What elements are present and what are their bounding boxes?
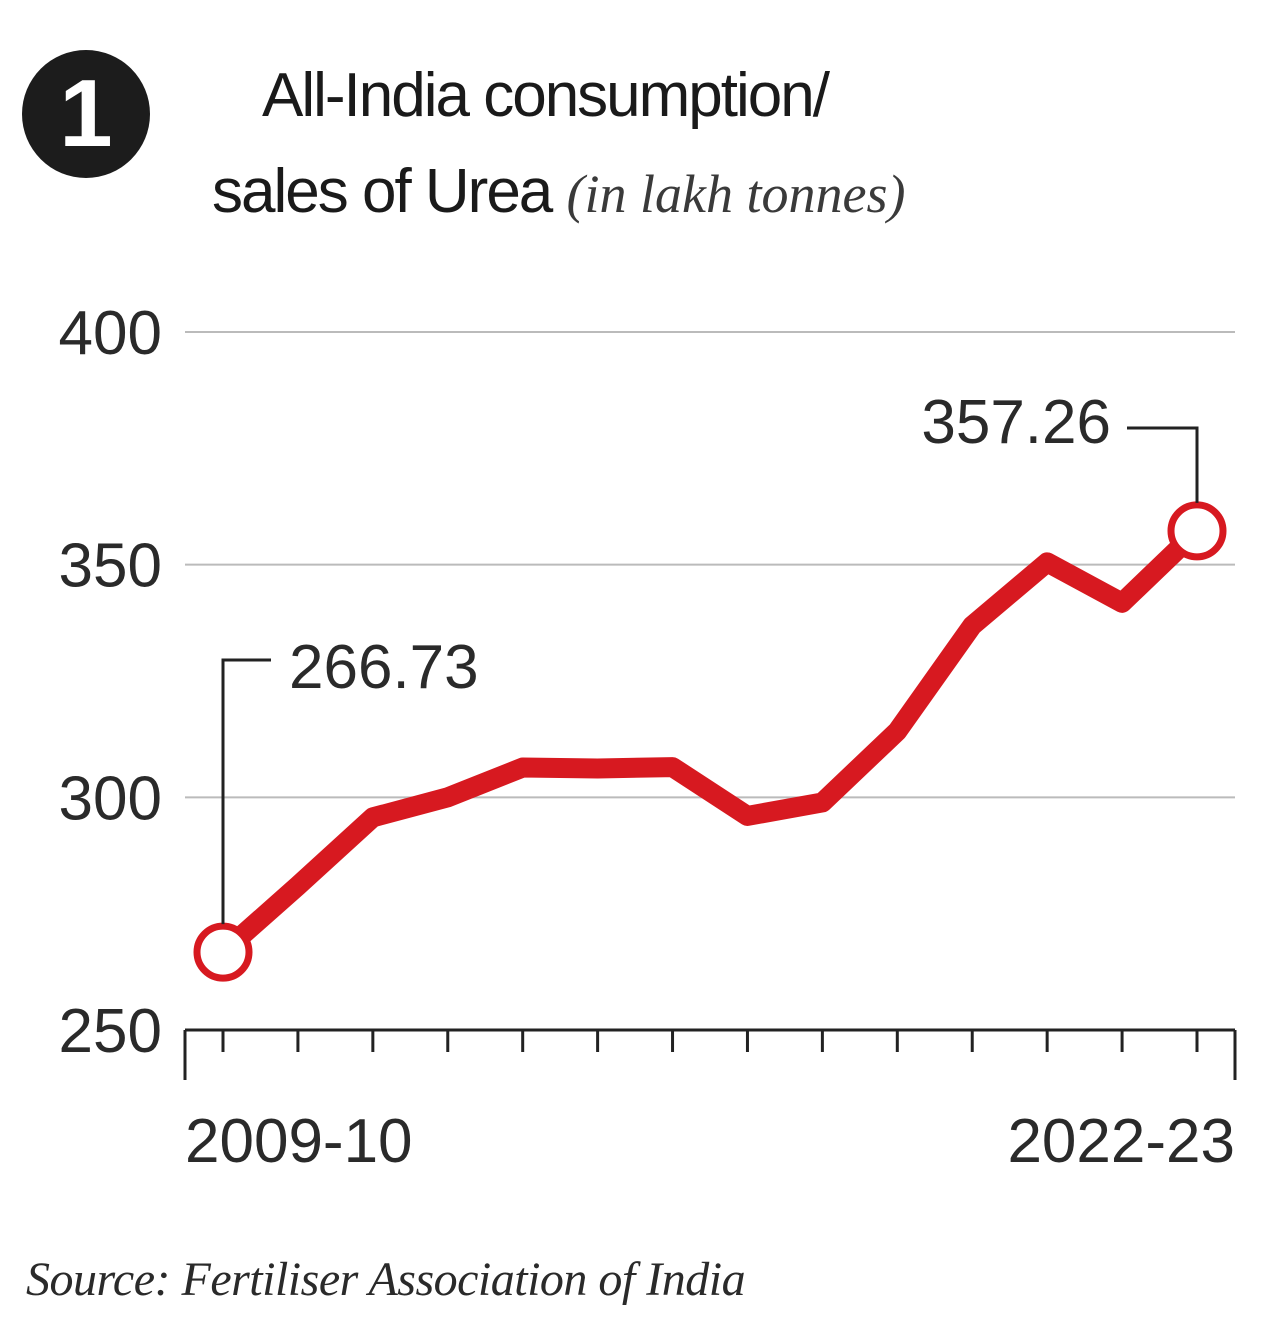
leader-line-first [221,658,271,925]
leader-line-last [1127,426,1199,503]
y-tick-label-250: 250 [59,997,162,1066]
chart-title-line2-text: sales of Urea [212,157,553,226]
y-tick-label-400: 400 [59,299,162,368]
x-tick-label-first: 2009-10 [185,1107,413,1176]
y-tick-label-350: 350 [59,532,162,601]
chart-title-line2: sales of Urea (in lakh tonnes) [212,144,1172,242]
chart-number-badge: 1 [22,50,150,178]
highlight-marker-first [193,922,253,982]
line-chart: 250 300 350 400 2009-10 2022-23 266.73 357.26 [59,299,1237,1176]
chart-title-line1: All-India consumption/ [262,61,830,130]
series-line [213,520,1207,963]
x-tick-label-last: 2022-23 [1007,1107,1235,1176]
chart-title: All-India consumption/ sales of Urea (in… [212,48,1172,242]
highlight-marker-last [1167,501,1227,561]
source-note: Source: Fertiliser Association of India [26,1253,746,1306]
chart-unit-label: (in lakh tonnes) [566,164,906,224]
y-tick-label-300: 300 [59,764,162,833]
data-label-last: 357.26 [921,388,1111,457]
data-label-first: 266.73 [289,633,479,702]
x-axis [183,1028,1237,1080]
series-layer [193,501,1227,982]
label-layer: 250 300 350 400 2009-10 2022-23 266.73 357.26 [59,299,1235,1176]
